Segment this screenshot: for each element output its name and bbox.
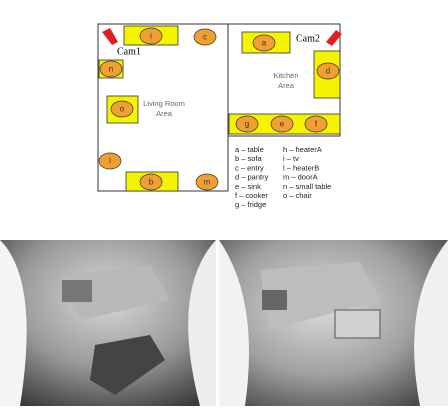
item-label: n [109, 65, 113, 74]
legend-entry: a – table [235, 145, 264, 154]
item-label: e [280, 120, 285, 129]
legend-entry: o – chair [283, 191, 312, 200]
item-marker [304, 115, 328, 133]
item-marker [139, 27, 163, 45]
camera-label: Cam2 [296, 33, 320, 44]
item-label: b [149, 178, 154, 187]
legend-entry: l – heaterB [283, 163, 319, 172]
item-label: d [326, 67, 330, 76]
items: i c n o l b m a d g e f [98, 27, 340, 191]
item-label: f [315, 120, 318, 129]
area-label: Kitchen [273, 71, 298, 80]
item-label: i [150, 32, 152, 41]
item-label: l [109, 157, 111, 166]
legend-entry: n – small table [283, 182, 331, 191]
item-label: m [204, 178, 211, 187]
camera-label: Cam1 [117, 46, 141, 57]
item-marker [110, 100, 134, 118]
legend-entry: h – heaterA [283, 145, 322, 154]
item-label: o [120, 105, 125, 114]
area-label: Area [156, 109, 173, 118]
legend-entry: m – doorA [283, 173, 318, 182]
camera-icon [102, 28, 118, 45]
item-marker [195, 173, 219, 191]
legend-entry: f – cooker [235, 191, 268, 200]
area-label: Area [278, 81, 295, 90]
camera-photo [0, 240, 216, 406]
item-marker [139, 173, 163, 191]
item-marker [235, 115, 259, 133]
legend-entry: c – entry [235, 163, 264, 172]
legend-entry: g – fridge [235, 200, 266, 209]
legend-entry: i – tv [283, 154, 299, 163]
item-label: g [245, 120, 249, 129]
legend-entry: b – sofa [235, 154, 263, 163]
item-marker [193, 28, 217, 46]
camera-icon [326, 30, 342, 46]
item-marker [252, 34, 276, 52]
item-label: a [262, 39, 267, 48]
item-label: c [203, 33, 207, 42]
area-label: Living Room [143, 99, 185, 108]
item-marker [99, 60, 123, 78]
legend-entry: d – pantry [235, 173, 269, 182]
legend-entry: e – sink [235, 182, 261, 191]
item-marker [98, 152, 122, 170]
item-marker [316, 62, 340, 80]
camera-photo [219, 240, 448, 406]
item-marker [270, 115, 294, 133]
